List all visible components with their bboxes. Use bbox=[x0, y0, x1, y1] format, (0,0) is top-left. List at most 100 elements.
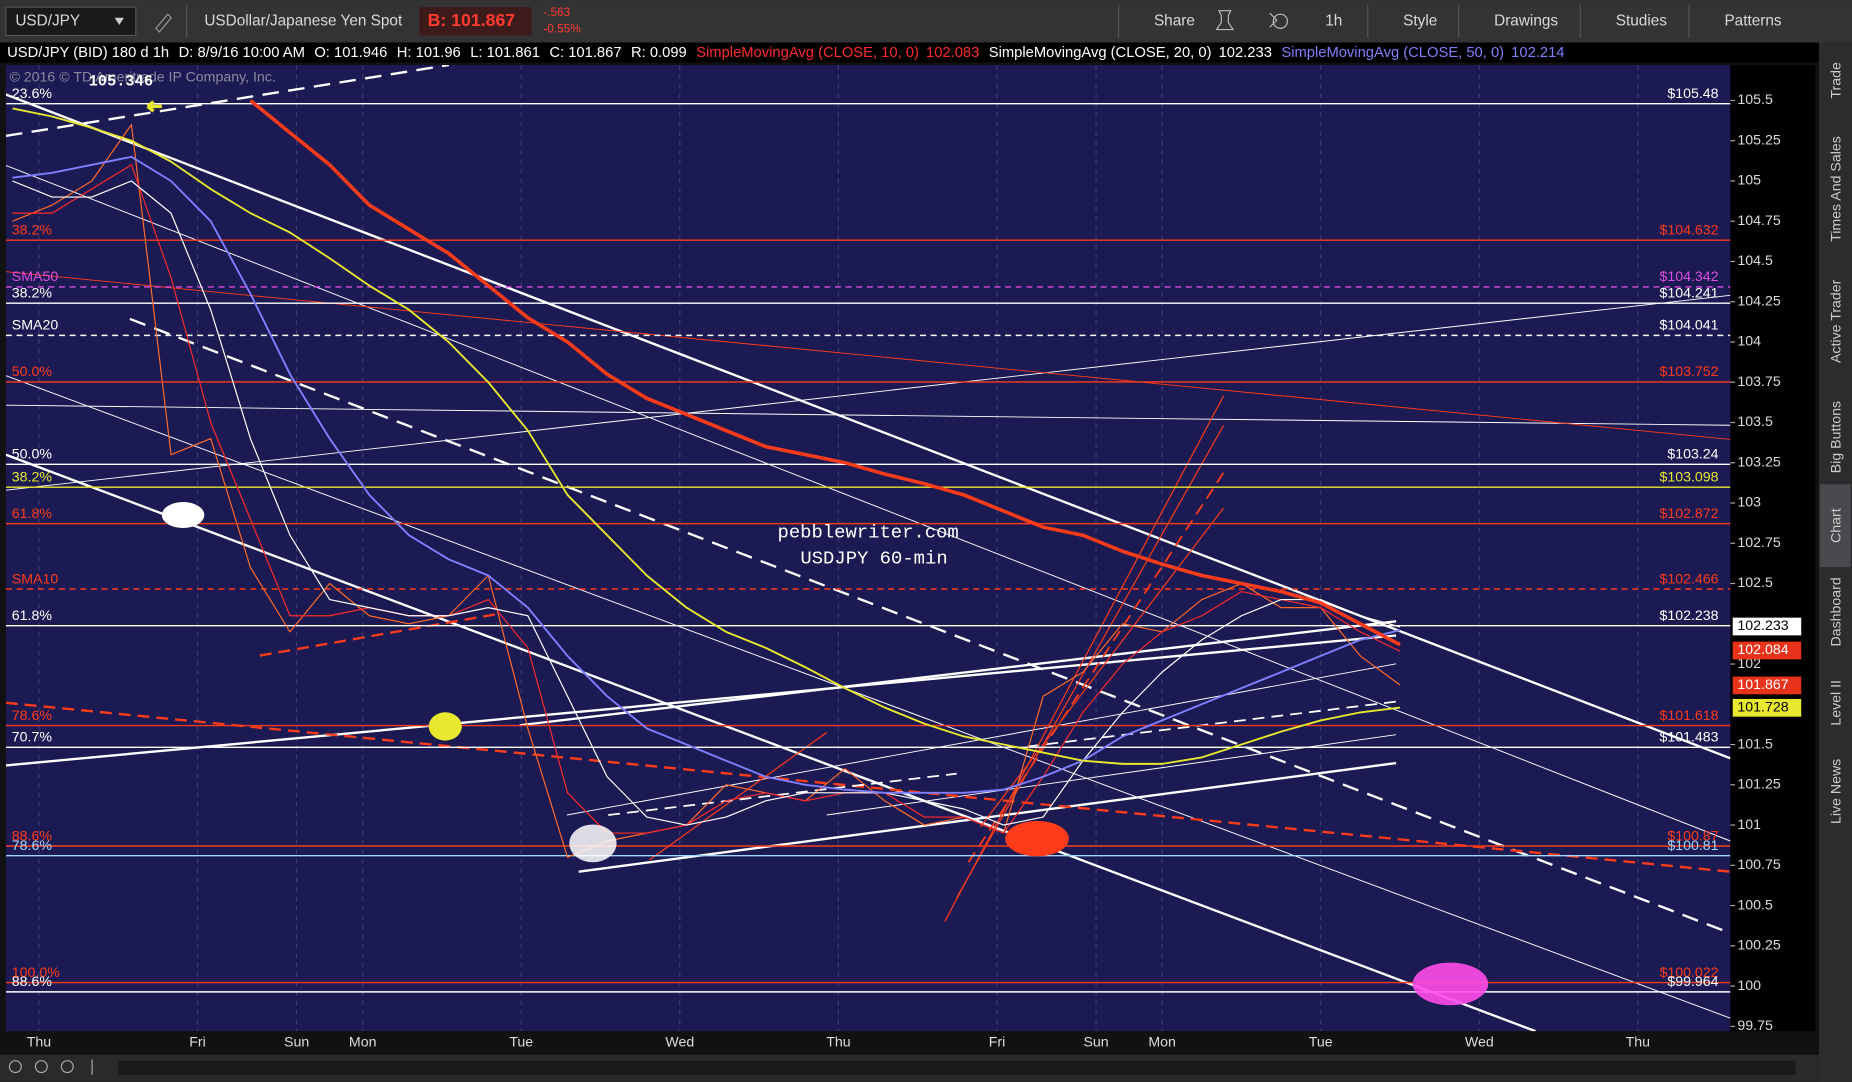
level-price: $100.87 bbox=[1667, 828, 1718, 844]
level-price: $101.618 bbox=[1659, 708, 1718, 724]
y-tick-label: 105.5 bbox=[1737, 92, 1773, 108]
y-tick-label: 102 bbox=[1737, 656, 1761, 672]
y-tick-label: 100 bbox=[1737, 978, 1761, 994]
symbol-box[interactable] bbox=[5, 6, 137, 37]
price-flag-label: 102.084 bbox=[1737, 642, 1788, 658]
y-tick-label: 101 bbox=[1737, 817, 1761, 833]
interval[interactable]: 1h bbox=[1325, 12, 1342, 29]
level-price: $101.483 bbox=[1659, 730, 1718, 746]
level-fib: 50.0% bbox=[12, 447, 53, 463]
level-price: $105.48 bbox=[1667, 86, 1718, 102]
level-fib: 38.2% bbox=[12, 470, 53, 486]
y-tick-label: 103.75 bbox=[1737, 374, 1780, 390]
x-tick-label: Tue bbox=[1309, 1035, 1333, 1051]
info-field: H: 101.96 bbox=[397, 45, 461, 61]
y-tick-label: 99.75 bbox=[1737, 1018, 1773, 1034]
bid: B: 101.867 bbox=[428, 10, 516, 30]
y-tick-label: 101.25 bbox=[1737, 777, 1780, 793]
price-axis-bg bbox=[1730, 65, 1816, 1032]
x-tick-label: Fri bbox=[989, 1035, 1006, 1051]
y-tick-label: 100.5 bbox=[1737, 897, 1773, 913]
y-tick-label: 104.25 bbox=[1737, 293, 1780, 309]
series-line bbox=[12, 107, 1401, 765]
price-flag bbox=[1732, 641, 1802, 660]
toolbar-button[interactable]: Share bbox=[1154, 12, 1195, 29]
sidebar-tab[interactable]: Times And Sales bbox=[1828, 136, 1844, 242]
y-tick-label: 100.25 bbox=[1737, 938, 1780, 954]
sidebar-tab[interactable]: Dashboard bbox=[1828, 577, 1844, 646]
level-price: $102.238 bbox=[1659, 608, 1718, 624]
high-label: 105.346 bbox=[89, 73, 153, 91]
y-tick-label: 102.5 bbox=[1737, 575, 1773, 591]
level-fib: 61.8% bbox=[12, 608, 53, 624]
level-fib: 78.6% bbox=[12, 708, 53, 724]
level-fib: 88.6% bbox=[12, 828, 53, 844]
toolbar bbox=[0, 0, 1852, 43]
watermark: USDJPY 60-min bbox=[800, 548, 947, 570]
level-fib: SMA50 bbox=[12, 269, 59, 285]
y-tick-label: 102.75 bbox=[1737, 535, 1780, 551]
level-price: $99.964 bbox=[1667, 974, 1718, 990]
level-fib: 100.0% bbox=[12, 965, 60, 981]
y-tick-label: 104.5 bbox=[1737, 253, 1773, 269]
toolbar-button[interactable]: Patterns bbox=[1724, 12, 1781, 29]
series-line bbox=[12, 164, 1401, 834]
level-price: $103.24 bbox=[1667, 447, 1718, 463]
watermark: pebblewriter.com bbox=[778, 522, 959, 544]
x-tick-label: Sun bbox=[284, 1035, 309, 1051]
level-price: $104.342 bbox=[1659, 269, 1718, 285]
sidebar-tab[interactable]: Level II bbox=[1828, 680, 1844, 726]
info-field: C: 101.867 bbox=[549, 45, 621, 61]
highlight-ellipses bbox=[146, 100, 1489, 1006]
level-price: $104.632 bbox=[1659, 223, 1718, 239]
y-tick-label: 103.5 bbox=[1737, 414, 1773, 430]
description: USDollar/Japanese Yen Spot bbox=[204, 12, 403, 29]
legend-name: SimpleMovingAvg (CLOSE, 50, 0) bbox=[1281, 45, 1504, 61]
level-price: $103.752 bbox=[1659, 364, 1718, 380]
pencil-icon[interactable] bbox=[155, 13, 173, 33]
level-fib: 23.6% bbox=[12, 86, 53, 102]
toolbar-button[interactable]: Studies bbox=[1616, 12, 1668, 29]
series-line bbox=[12, 155, 1401, 794]
legend-value: 102.233 bbox=[1219, 45, 1272, 61]
legend-value: 102.214 bbox=[1511, 45, 1564, 61]
active-tab bbox=[1820, 484, 1851, 567]
x-tick-label: Wed bbox=[665, 1035, 694, 1051]
x-tick-label: Fri bbox=[189, 1035, 206, 1051]
sidebar-tab[interactable]: Active Trader bbox=[1828, 279, 1844, 363]
legend-name: SimpleMovingAvg (CLOSE, 20, 0) bbox=[989, 45, 1212, 61]
level-price: $104.241 bbox=[1659, 285, 1718, 301]
level-fib: 38.2% bbox=[12, 223, 53, 239]
series-line bbox=[12, 123, 1401, 858]
info-field: L: 101.861 bbox=[470, 45, 540, 61]
level-price: $102.872 bbox=[1659, 506, 1718, 522]
x-tick-label: Thu bbox=[826, 1035, 850, 1051]
sidebar-tab[interactable]: Live News bbox=[1828, 759, 1844, 824]
level-fib: 61.8% bbox=[12, 506, 53, 522]
level-fib: 88.6% bbox=[12, 974, 53, 990]
price-flag-label: 101.728 bbox=[1737, 700, 1788, 716]
bid-box bbox=[419, 7, 532, 36]
legend-value: 102.083 bbox=[926, 45, 979, 61]
level-price: $102.466 bbox=[1659, 571, 1718, 587]
change: -.563 bbox=[543, 5, 570, 19]
x-tick-label: Tue bbox=[509, 1035, 533, 1051]
scroll-track[interactable] bbox=[118, 1060, 1796, 1075]
x-tick-label: Mon bbox=[349, 1035, 377, 1051]
series-line bbox=[12, 180, 1401, 826]
legend-name: SimpleMovingAvg (CLOSE, 10, 0) bbox=[696, 45, 919, 61]
toolbar-button[interactable]: Style bbox=[1403, 12, 1437, 29]
sidebar-tab[interactable]: Big Buttons bbox=[1828, 401, 1844, 473]
info-field: O: 101.946 bbox=[314, 45, 387, 61]
y-tick-label: 105 bbox=[1737, 173, 1761, 189]
x-tick-label: Thu bbox=[27, 1035, 51, 1051]
settings-icon[interactable] bbox=[1272, 13, 1289, 29]
sidebar-tab[interactable]: Trade bbox=[1828, 62, 1844, 99]
toolbar-button[interactable]: Drawings bbox=[1494, 12, 1558, 29]
level-fib: 38.2% bbox=[12, 285, 53, 301]
plot-bg bbox=[5, 65, 1731, 1032]
sidebar-tab[interactable]: Chart bbox=[1828, 508, 1844, 543]
level-price: $103.098 bbox=[1659, 470, 1718, 486]
info-field: D: 8/9/16 10:00 AM bbox=[179, 45, 305, 61]
